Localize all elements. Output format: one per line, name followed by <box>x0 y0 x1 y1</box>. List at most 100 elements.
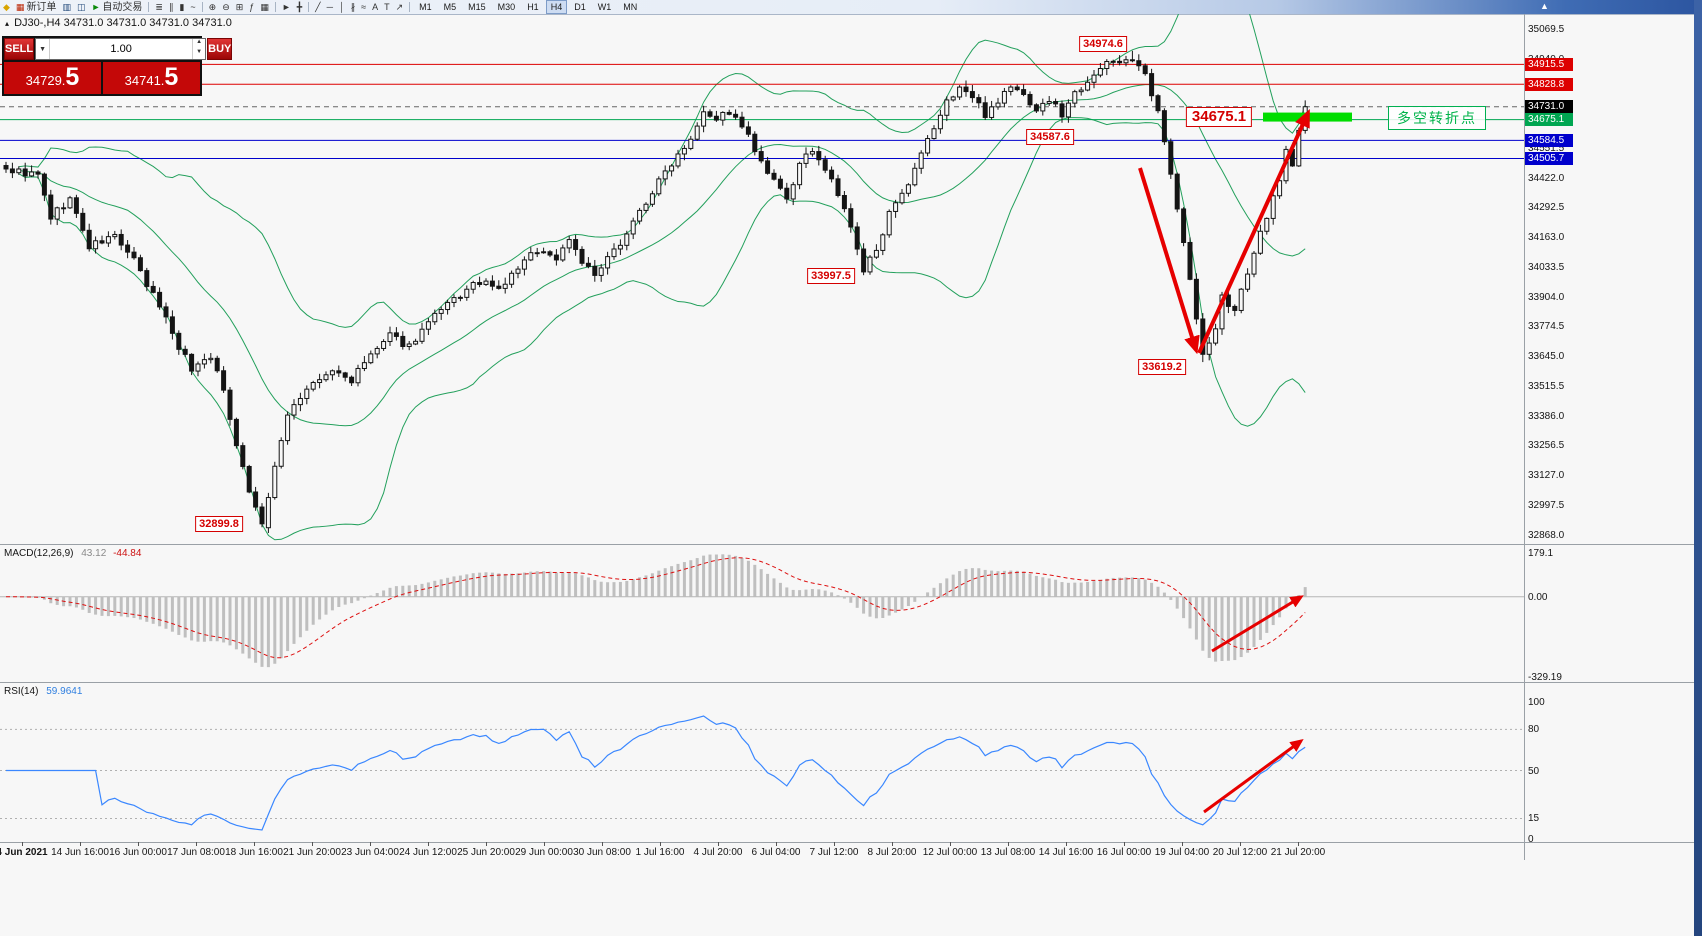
profiles-icon[interactable]: ◫ <box>74 1 89 14</box>
one-click-trading-panel: SELL ▼ ▲ ▼ BUY 34729.5 34741.5 <box>2 36 233 96</box>
templates-icon[interactable]: ▦ <box>257 1 272 14</box>
macd-panel-separator[interactable] <box>0 544 1694 545</box>
timeframe-button-m5[interactable]: M5 <box>443 2 457 12</box>
time-axis-tick <box>370 842 371 846</box>
buy-price-button[interactable]: 34741.5 <box>103 62 200 94</box>
rsi-axis-label: 15 <box>1528 813 1540 825</box>
chart-window-icon-glyph: ▥ <box>62 1 71 12</box>
time-axis-tick <box>1182 842 1183 846</box>
fibonacci-icon-glyph: ≈ <box>361 1 367 12</box>
price-axis-label: 33774.5 <box>1528 321 1565 333</box>
line-chart-icon[interactable]: ~ <box>187 1 198 14</box>
timeframe-button-m15[interactable]: M15 <box>468 2 486 12</box>
chart-window-icon[interactable]: ▥ <box>59 1 74 14</box>
lot-stepper-down-icon[interactable]: ▼ <box>196 49 203 55</box>
fibonacci-icon[interactable]: ≈ <box>358 1 369 14</box>
toolbar: ◆ ▦ 新订单 ▥ ◫ ► 自动交易 ≣ ∥ ▮ ~ ⊕ ⊖ ⊞ ƒ ▦ ► ╋ ╱ ─ │ ∦ ≈ A T ↗ M1 M5 M15 M3… <box>0 0 1702 15</box>
text-icon-glyph: A <box>372 1 379 12</box>
time-axis-tick <box>196 842 197 846</box>
time-axis-label: 14 Jun 16:00 <box>51 847 109 858</box>
buy-price-value: 34741.5 <box>124 63 179 91</box>
price-axis-label: 34940.0 <box>1528 53 1565 65</box>
templates-icon-glyph: ▦ <box>260 1 269 12</box>
price-axis-label: 33127.0 <box>1528 470 1565 482</box>
price-axis-label: 33515.5 <box>1528 380 1565 392</box>
new-order-button[interactable]: ▦ 新订单 <box>13 1 60 14</box>
lot-stepper-up-icon[interactable]: ▲ <box>196 39 203 45</box>
time-axis-tick <box>834 842 835 846</box>
lot-stepper[interactable]: ▲ ▼ <box>192 39 205 59</box>
price-axis-label: 32997.5 <box>1528 499 1565 511</box>
time-axis-label: 21 Jul 20:00 <box>1270 847 1326 858</box>
timeframe-button-mn[interactable]: MN <box>623 2 638 12</box>
zoom-out-icon[interactable]: ⊖ <box>219 1 233 14</box>
time-axis-label: 4 Jul 20:00 <box>693 847 743 858</box>
timeframe-button-w1[interactable]: W1 <box>597 2 612 12</box>
price-tag-34828-8: 34828.8 <box>1525 77 1573 91</box>
price-axis-label: 33256.5 <box>1528 440 1565 452</box>
text-icon[interactable]: A <box>369 1 381 14</box>
crosshair-icon[interactable]: ╋ <box>294 1 305 14</box>
zoom-out-icon-glyph: ⊖ <box>222 1 230 12</box>
channel-icon[interactable]: ∦ <box>348 1 359 14</box>
rsi-axis-label: 100 <box>1528 697 1545 708</box>
lot-dropdown-icon[interactable]: ▼ <box>36 39 51 59</box>
cursor-icon[interactable]: ► <box>279 1 294 14</box>
sell-price-value: 34729.5 <box>25 63 80 91</box>
toolbar-separator <box>308 2 310 12</box>
lot-size-input[interactable] <box>50 39 193 59</box>
time-axis-tick <box>950 842 951 846</box>
price-chart-canvas[interactable] <box>0 14 1524 544</box>
chart-symbol-icon: ▴ <box>5 19 10 28</box>
tick-chart-icon[interactable]: ≣ <box>152 1 166 14</box>
cursor-icon-glyph: ► <box>281 1 291 12</box>
label-icon-glyph: T <box>384 1 390 12</box>
vertical-scrollbar[interactable] <box>1694 0 1702 936</box>
chart-symbol-label: DJ30-,H4 <box>14 17 61 29</box>
candlestick-chart-icon[interactable]: ▮ <box>176 1 187 14</box>
zoom-in-icon[interactable]: ⊕ <box>206 1 220 14</box>
price-tag-34505-7: 34505.7 <box>1525 151 1573 165</box>
autotrading-button[interactable]: ► 自动交易 <box>88 1 145 14</box>
label-icon[interactable]: T <box>381 1 393 14</box>
sell-price-button[interactable]: 34729.5 <box>4 62 101 94</box>
time-axis-label: 25 Jun 20:00 <box>457 847 515 858</box>
tick-chart-icon-glyph: ≣ <box>155 1 163 12</box>
buy-button[interactable]: BUY <box>207 38 233 60</box>
timeframe-button-d1[interactable]: D1 <box>574 2 586 12</box>
vertical-line-icon[interactable]: │ <box>336 1 348 14</box>
bar-chart-icon[interactable]: ∥ <box>166 1 177 14</box>
arrow-object-icon[interactable]: ↗ <box>393 1 407 14</box>
price-axis-label: 33904.0 <box>1528 291 1565 303</box>
time-axis-tick <box>486 842 487 846</box>
time-axis-label: 24 Jun 12:00 <box>399 847 457 858</box>
tile-windows-icon-glyph: ⊞ <box>235 1 244 12</box>
time-axis-label: 30 Jun 08:00 <box>573 847 631 858</box>
new-order-button-glyph: ▦ <box>15 1 25 12</box>
price-axis-label: 34033.5 <box>1528 261 1565 273</box>
line-chart-icon-glyph: ~ <box>190 1 196 12</box>
rsi-name: RSI(14) <box>4 686 39 697</box>
timeframe-button-h1[interactable]: H1 <box>527 2 539 12</box>
timeframe-button-m30[interactable]: M30 <box>497 2 516 12</box>
rsi-panel-separator[interactable] <box>0 682 1694 683</box>
time-axis-label: 19 Jul 04:00 <box>1154 847 1210 858</box>
tile-windows-icon[interactable]: ⊞ <box>233 1 247 14</box>
timeframe-button-h4[interactable]: H4 <box>545 0 568 14</box>
indicators-icon[interactable]: ƒ <box>246 1 257 14</box>
time-axis[interactable]: 4 Jun 2021 14 Jun 16:00 16 Jun 00:00 17 Jun… <box>0 842 1694 860</box>
indicators-icon-glyph: ƒ <box>249 1 255 12</box>
price-tag-34675-1: 34675.1 <box>1525 113 1573 127</box>
macd-axis-label: 179.1 <box>1528 548 1554 559</box>
time-axis-tick <box>660 842 661 846</box>
macd-indicator-canvas[interactable] <box>0 545 1524 682</box>
rsi-indicator-canvas[interactable] <box>0 683 1524 842</box>
time-axis-tick <box>776 842 777 846</box>
trendline-icon[interactable]: ╱ <box>312 1 323 14</box>
sell-button[interactable]: SELL <box>4 38 35 60</box>
scroll-up-icon[interactable]: ▲ <box>1540 1 1549 11</box>
time-axis-tick <box>22 842 23 846</box>
timeframe-button-m1[interactable]: M1 <box>419 2 432 12</box>
horizontal-line-icon[interactable]: ─ <box>324 1 336 14</box>
toolbar-separator <box>274 2 276 12</box>
